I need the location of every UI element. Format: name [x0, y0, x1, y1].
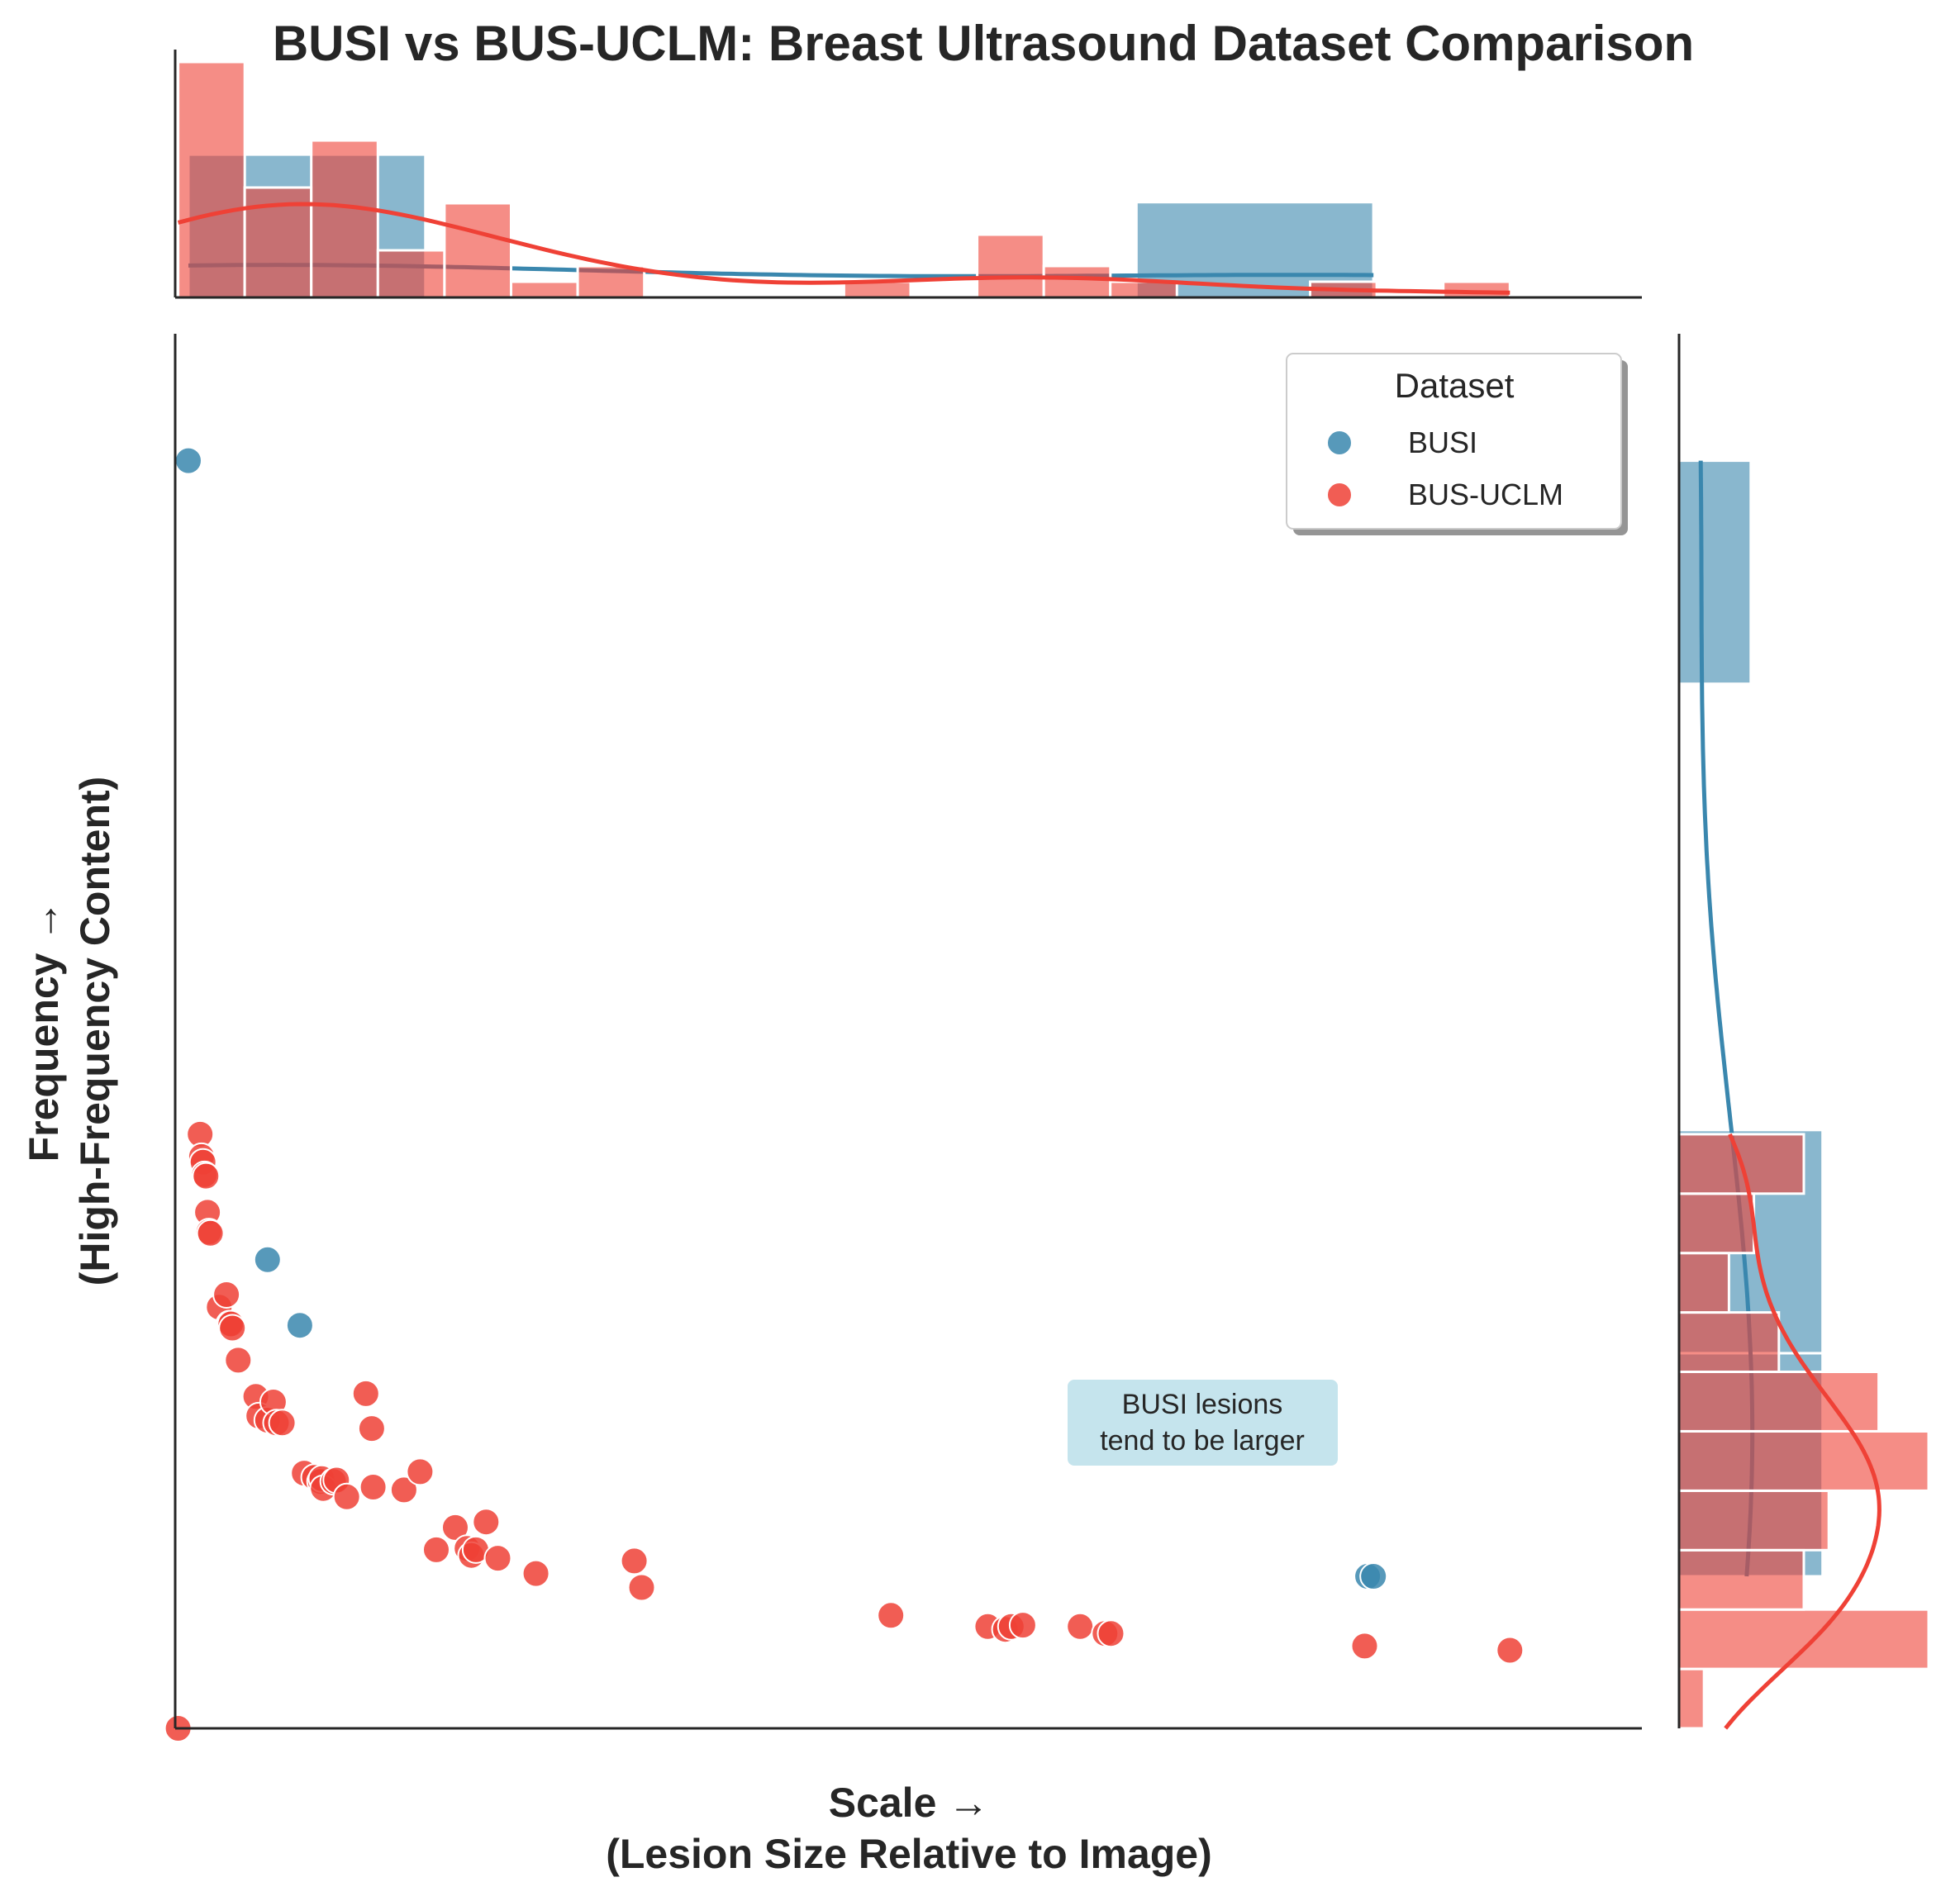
x-axis-label-line-1: Scale →: [829, 1780, 990, 1826]
top-hist-bar-bus-uclm-4: [443, 202, 513, 299]
annotation-line-1: BUSI lesions: [1122, 1389, 1283, 1420]
legend-marker-busi: [1326, 430, 1353, 456]
right-hist-bar-bus-uclm-4: [1677, 1430, 1930, 1492]
scatter-point-busi-0: [174, 446, 202, 475]
scatter-point-bus-uclm-42: [620, 1547, 649, 1575]
top-hist-bar-bus-uclm-19: [1442, 280, 1511, 299]
scatter-point-bus-uclm-5: [192, 1162, 221, 1191]
right-hist-bar-busi-4: [1677, 459, 1753, 686]
top-hist-bar-bus-uclm-2: [310, 139, 379, 299]
scatter-point-bus-uclm-52: [1350, 1632, 1379, 1661]
scatter-point-bus-uclm-32: [389, 1476, 418, 1504]
right-hist-bar-bus-uclm-3: [1677, 1489, 1830, 1552]
top-hist-bar-bus-uclm-3: [376, 249, 446, 299]
right-marginal-plot: [1677, 459, 1930, 1730]
y-axis-label-line-2: (High-Frequency Content): [72, 777, 118, 1286]
scatter-point-busi-1: [253, 1245, 282, 1274]
top-hist-bar-bus-uclm-14: [1109, 280, 1178, 299]
top-marginal-plot: [177, 60, 1511, 299]
y-axis-label-line-1: Frequency →: [21, 901, 67, 1162]
scatter-point-bus-uclm-49: [1066, 1612, 1095, 1641]
scatter-point-bus-uclm-34: [422, 1535, 450, 1564]
legend: Dataset BUSI BUS-UCLM: [1286, 353, 1628, 535]
scatter-point-busi-2: [285, 1311, 314, 1340]
scatter-points: [164, 446, 1525, 1742]
scatter-point-busi-4: [1359, 1562, 1388, 1590]
top-hist-bar-bus-uclm-0: [177, 60, 246, 299]
top-kde-bus-uclm: [177, 202, 1510, 295]
x-axis-label-line-2: (Lesion Size Relative to Image): [606, 1831, 1212, 1877]
top-hist-bar-bus-uclm-5: [510, 280, 579, 299]
right-kde-bus-uclm: [1724, 1133, 1882, 1730]
top-hist-bar-bus-uclm-13: [1042, 264, 1112, 299]
scatter-point-bus-uclm-20: [268, 1409, 297, 1438]
scatter-point-bus-uclm-14: [224, 1346, 253, 1375]
legend-label-busi: BUSI: [1408, 425, 1477, 459]
scatter-point-bus-uclm-44: [877, 1601, 906, 1630]
legend-marker-bus-uclm: [1326, 482, 1353, 508]
right-hist-bar-bus-uclm-8: [1677, 1192, 1756, 1255]
right-hist-bar-bus-uclm-1: [1677, 1608, 1930, 1671]
top-hist-bar-bus-uclm-12: [976, 233, 1045, 299]
right-hist-bar-bus-uclm-2: [1677, 1548, 1805, 1611]
scatter-point-bus-uclm-33: [406, 1457, 435, 1486]
annotation-line-2: tend to be larger: [1100, 1425, 1305, 1457]
right-hist-bar-bus-uclm-5: [1677, 1371, 1881, 1433]
scatter-point-bus-uclm-48: [1008, 1611, 1037, 1640]
legend-label-bus-uclm: BUS-UCLM: [1408, 478, 1563, 511]
scatter-point-bus-uclm-40: [483, 1544, 512, 1573]
scatter-point-bus-uclm-13: [218, 1314, 247, 1343]
right-hist-bar-bus-uclm-0: [1677, 1667, 1705, 1730]
scatter-point-bus-uclm-28: [332, 1482, 361, 1511]
scatter-point-bus-uclm-31: [359, 1473, 388, 1501]
scatter-point-bus-uclm-39: [472, 1508, 501, 1537]
right-hist-bar-bus-uclm-7: [1677, 1252, 1730, 1314]
annotation-box: BUSI lesions tend to be larger: [1068, 1380, 1338, 1466]
legend-title: Dataset: [1395, 366, 1515, 405]
scatter-point-bus-uclm-10: [212, 1281, 241, 1309]
scatter-point-bus-uclm-30: [357, 1414, 386, 1443]
chart-title: BUSI vs BUS-UCLM: Breast Ultrasound Data…: [273, 16, 1694, 71]
top-hist-bar-bus-uclm-6: [576, 264, 646, 299]
scatter-point-bus-uclm-43: [627, 1573, 656, 1602]
scatter-point-bus-uclm-51: [1097, 1619, 1125, 1648]
scatter-point-bus-uclm-53: [1496, 1636, 1525, 1665]
scatter-point-bus-uclm-41: [521, 1559, 550, 1588]
scatter-point-bus-uclm-8: [196, 1219, 225, 1248]
right-hist-bar-bus-uclm-6: [1677, 1311, 1781, 1373]
scatter-point-bus-uclm-29: [351, 1379, 380, 1408]
